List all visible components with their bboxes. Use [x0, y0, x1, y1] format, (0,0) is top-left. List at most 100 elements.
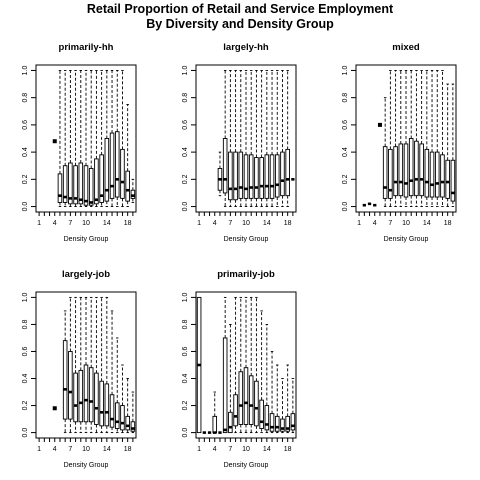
- y-tick-label: 0.2: [342, 174, 349, 184]
- box: [73, 165, 78, 205]
- x-tick-label: 1: [37, 220, 41, 227]
- panel-title: primarily-hh: [59, 42, 114, 53]
- y-tick-label: 0.8: [182, 93, 189, 103]
- box: [398, 143, 404, 197]
- box: [222, 138, 228, 194]
- box: [243, 154, 249, 199]
- box: [285, 415, 290, 432]
- panel-title: primarily-job: [217, 269, 275, 280]
- y-tick-label: 0.0: [342, 202, 349, 212]
- x-tick-label: 7: [228, 446, 232, 453]
- box: [254, 380, 259, 427]
- box: [280, 151, 285, 197]
- x-tick-label: 4: [53, 220, 57, 227]
- box: [114, 131, 120, 198]
- y-tick-label: 1.0: [22, 292, 29, 302]
- x-tick-label: 10: [242, 446, 250, 453]
- page-title-line-1: Retail Proportion of Retail and Service …: [86, 2, 394, 16]
- box: [109, 132, 115, 199]
- box: [68, 351, 73, 420]
- x-tick-label: 10: [82, 220, 90, 227]
- box: [238, 371, 244, 425]
- box: [109, 394, 115, 428]
- box: [62, 340, 68, 420]
- box: [450, 159, 456, 202]
- box: [78, 369, 84, 423]
- y-tick-label: 0.6: [22, 347, 29, 357]
- y-tick-label: 0.4: [22, 147, 29, 157]
- box: [233, 151, 238, 201]
- box: [120, 405, 125, 431]
- x-tick-label: 7: [228, 220, 232, 227]
- y-tick-label: 0.4: [22, 374, 29, 384]
- box: [269, 154, 275, 199]
- box: [403, 143, 409, 198]
- x-tick-label: 4: [373, 220, 377, 227]
- y-tick-label: 0.8: [342, 93, 349, 103]
- y-tick-label: 0.6: [22, 120, 29, 130]
- x-tick-label: 1: [357, 220, 361, 227]
- box: [68, 162, 73, 205]
- y-tick-label: 0.2: [22, 401, 29, 411]
- box: [222, 337, 228, 434]
- box: [88, 167, 94, 206]
- y-tick-label: 1.0: [342, 65, 349, 75]
- panel-title: largely-hh: [223, 42, 269, 53]
- box: [212, 415, 218, 434]
- box: [130, 189, 136, 199]
- x-tick-label: 18: [284, 220, 292, 227]
- box: [114, 402, 120, 429]
- box: [382, 146, 388, 199]
- box: [259, 399, 264, 429]
- box: [419, 143, 424, 197]
- box: [99, 154, 104, 203]
- box: [62, 165, 68, 203]
- y-tick-label: 0.2: [182, 174, 189, 184]
- x-tick-label: 10: [402, 220, 410, 227]
- y-tick-label: 0.8: [22, 319, 29, 329]
- y-tick-label: 0.0: [22, 202, 29, 212]
- x-tick-label: 7: [68, 446, 72, 453]
- box: [414, 140, 419, 197]
- x-tick-label: 4: [213, 446, 217, 453]
- y-tick-label: 0.6: [182, 347, 189, 357]
- box: [120, 148, 125, 199]
- box: [285, 148, 290, 197]
- box: [83, 165, 89, 206]
- box: [290, 413, 296, 431]
- x-tick-label: 18: [284, 446, 292, 453]
- x-tick-label: 1: [197, 220, 201, 227]
- box: [83, 364, 89, 423]
- x-tick-label: 14: [103, 446, 111, 453]
- y-tick-label: 0.6: [342, 120, 349, 130]
- y-tick-label: 1.0: [182, 65, 189, 75]
- y-tick-label: 0.8: [22, 93, 29, 103]
- x-axis-label: Density Group: [384, 236, 429, 243]
- box: [388, 148, 393, 199]
- y-tick-label: 0.6: [182, 120, 189, 130]
- page-title: Retail Proportion of Retail and Service …: [0, 2, 480, 32]
- box: [393, 146, 398, 197]
- x-axis-label: Density Group: [64, 462, 109, 469]
- box: [94, 158, 99, 205]
- y-tick-label: 0.4: [182, 147, 189, 157]
- box: [424, 148, 430, 198]
- box: [94, 372, 99, 425]
- x-tick-label: 7: [388, 220, 392, 227]
- y-tick-label: 0.0: [182, 202, 189, 212]
- box: [57, 173, 63, 203]
- box: [88, 367, 94, 423]
- panel-title: largely-job: [62, 269, 110, 280]
- x-tick-label: 18: [124, 220, 132, 227]
- y-tick-label: 0.2: [22, 174, 29, 184]
- panel-title: mixed: [392, 42, 420, 53]
- box: [269, 413, 275, 432]
- box: [238, 151, 244, 199]
- box: [99, 380, 104, 427]
- x-tick-label: 7: [68, 220, 72, 227]
- x-tick-label: 1: [37, 446, 41, 453]
- y-tick-label: 0.2: [182, 401, 189, 411]
- box: [264, 154, 270, 199]
